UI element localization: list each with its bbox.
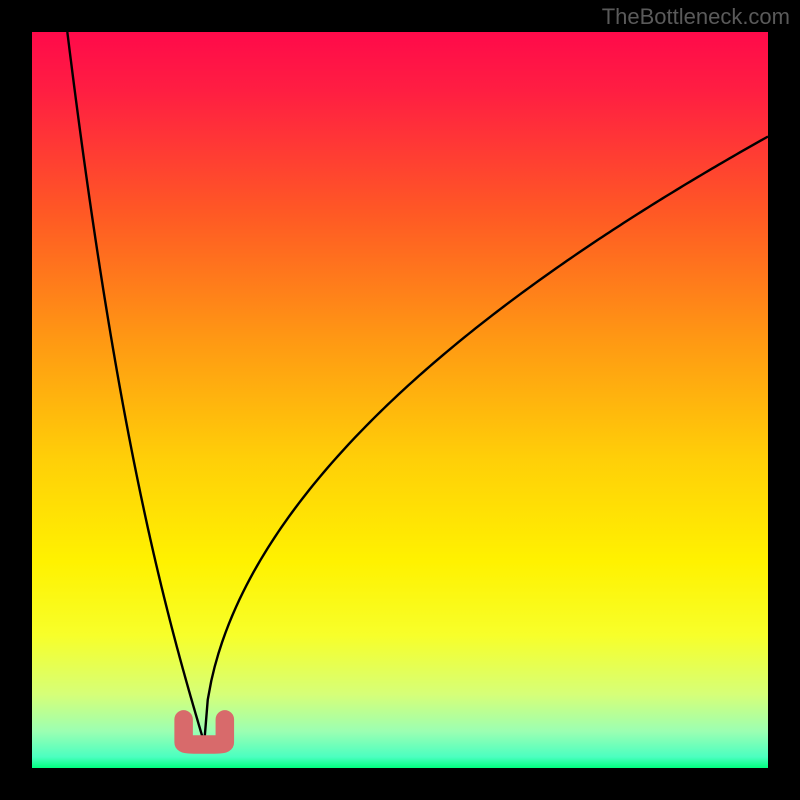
chart-stage: TheBottleneck.com [0,0,800,800]
chart-plot-background [32,32,768,768]
bottleneck-chart-svg [0,0,800,800]
watermark-text: TheBottleneck.com [602,4,790,30]
